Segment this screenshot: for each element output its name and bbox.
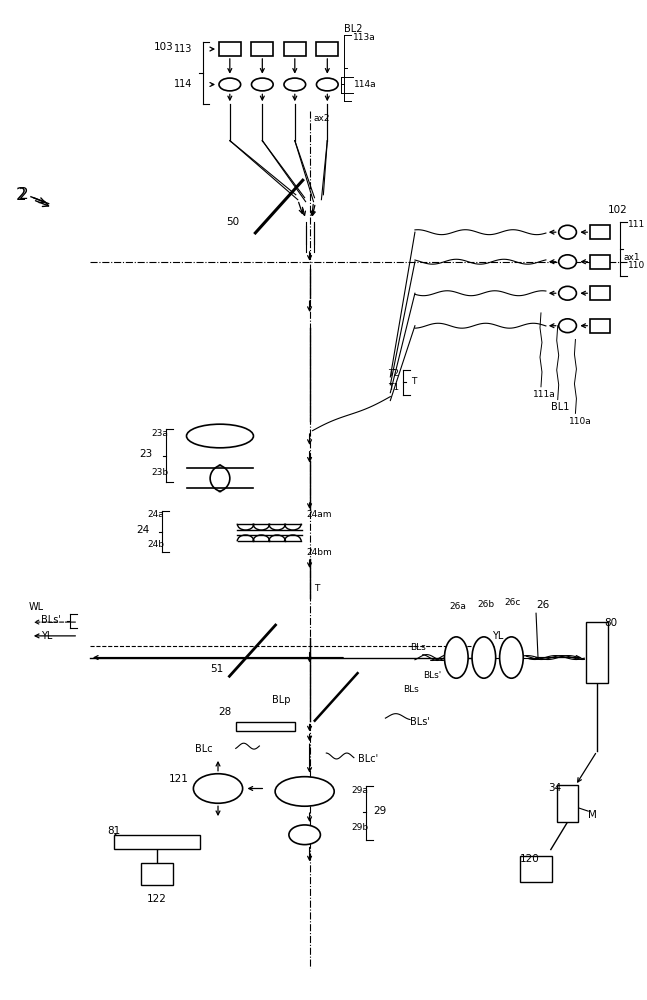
Text: 29a: 29a xyxy=(351,786,367,795)
Text: YL: YL xyxy=(492,631,503,641)
Ellipse shape xyxy=(444,637,468,678)
Ellipse shape xyxy=(284,78,305,91)
Text: 102: 102 xyxy=(608,205,628,215)
Bar xyxy=(252,42,273,56)
Text: 121: 121 xyxy=(169,774,189,784)
Text: 24am: 24am xyxy=(307,510,332,519)
Text: ax2: ax2 xyxy=(314,114,330,123)
Text: 26c: 26c xyxy=(505,598,521,607)
Ellipse shape xyxy=(193,774,243,803)
Text: BL1: BL1 xyxy=(551,402,569,412)
Text: 113a: 113a xyxy=(353,33,376,42)
Bar xyxy=(141,863,173,885)
Bar xyxy=(284,42,305,56)
Text: BLp: BLp xyxy=(272,695,291,705)
Bar xyxy=(556,785,578,822)
Ellipse shape xyxy=(186,424,254,448)
Bar xyxy=(236,722,295,731)
Text: WL: WL xyxy=(29,602,44,612)
Text: 29: 29 xyxy=(373,806,387,816)
Text: 50: 50 xyxy=(226,217,239,227)
Text: 114: 114 xyxy=(173,79,192,89)
Text: 24a: 24a xyxy=(147,510,164,519)
Text: BLs': BLs' xyxy=(422,671,441,680)
Bar xyxy=(590,255,610,269)
Text: 110a: 110a xyxy=(569,417,591,426)
Bar xyxy=(590,319,610,333)
Text: BLs: BLs xyxy=(403,685,419,694)
Text: YL: YL xyxy=(41,631,52,641)
Text: BL2: BL2 xyxy=(344,24,362,34)
Ellipse shape xyxy=(559,255,576,269)
Text: 26b: 26b xyxy=(477,600,494,609)
Text: 23: 23 xyxy=(139,449,153,459)
Text: T: T xyxy=(411,377,417,386)
Text: M: M xyxy=(588,810,597,820)
Text: 81: 81 xyxy=(108,826,121,836)
Text: T2: T2 xyxy=(388,369,399,378)
Bar xyxy=(219,42,241,56)
Text: 2: 2 xyxy=(19,187,28,202)
Text: 34: 34 xyxy=(548,783,561,793)
Ellipse shape xyxy=(559,319,576,333)
Text: BLc': BLc' xyxy=(358,754,378,764)
Text: 110: 110 xyxy=(628,261,645,270)
Text: 24: 24 xyxy=(137,525,149,535)
Ellipse shape xyxy=(252,78,273,91)
Text: 29b: 29b xyxy=(351,823,368,832)
Text: 23a: 23a xyxy=(151,429,168,438)
Ellipse shape xyxy=(316,78,338,91)
Bar xyxy=(114,835,201,849)
Text: 120: 120 xyxy=(520,854,540,864)
Ellipse shape xyxy=(275,777,334,806)
Text: 51: 51 xyxy=(210,664,223,674)
Text: T: T xyxy=(314,584,320,593)
Text: BLs: BLs xyxy=(410,643,426,652)
Text: BLs': BLs' xyxy=(410,717,430,727)
Bar xyxy=(590,225,610,239)
Ellipse shape xyxy=(289,825,320,845)
Ellipse shape xyxy=(559,286,576,300)
Ellipse shape xyxy=(559,225,576,239)
Text: 2: 2 xyxy=(16,186,27,204)
Ellipse shape xyxy=(219,78,241,91)
Text: 23b: 23b xyxy=(151,468,168,477)
Text: 113: 113 xyxy=(173,44,192,54)
Text: 111: 111 xyxy=(628,220,645,229)
Text: 28: 28 xyxy=(218,707,231,717)
Bar xyxy=(520,856,552,882)
Bar xyxy=(590,286,610,300)
Ellipse shape xyxy=(472,637,496,678)
Text: T1: T1 xyxy=(388,383,399,392)
Text: 122: 122 xyxy=(147,894,167,904)
Text: BLs': BLs' xyxy=(41,615,61,625)
Text: 111a: 111a xyxy=(533,390,556,399)
Text: 26a: 26a xyxy=(450,602,466,611)
Text: 80: 80 xyxy=(604,618,617,628)
Text: 103: 103 xyxy=(154,42,174,52)
Text: 24b: 24b xyxy=(147,540,164,549)
Text: 24bm: 24bm xyxy=(307,548,333,557)
Text: 26: 26 xyxy=(536,600,549,610)
Bar xyxy=(586,622,608,683)
Text: 114a: 114a xyxy=(354,80,377,89)
Ellipse shape xyxy=(499,637,523,678)
Text: BLc: BLc xyxy=(195,744,213,754)
Text: ax1: ax1 xyxy=(624,253,641,262)
Bar xyxy=(316,42,338,56)
